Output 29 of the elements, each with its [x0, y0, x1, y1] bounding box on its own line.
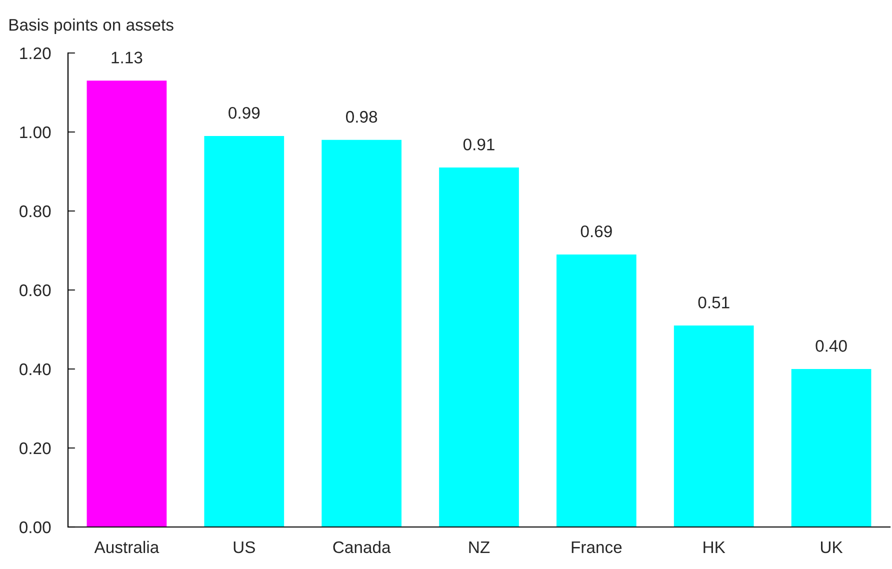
data-label: 0.91 — [463, 138, 494, 150]
bar — [204, 136, 284, 527]
bar — [322, 140, 402, 527]
x-tick-label: Australia — [94, 540, 160, 554]
x-tick-label: US — [234, 541, 255, 554]
x-tick-label: Canada — [333, 540, 391, 554]
bar — [86, 80, 167, 527]
x-tick-label: HK — [704, 542, 726, 553]
data-label: 0.51 — [698, 296, 730, 308]
x-tick-label: UK — [820, 542, 843, 554]
x-tick-label: France — [572, 542, 622, 554]
data-label: 0.40 — [816, 340, 847, 352]
x-tick-label: NZ — [469, 542, 490, 553]
y-tick-label: 0.80 — [20, 205, 51, 218]
data-label: 1.13 — [112, 52, 142, 64]
data-label: 0.69 — [580, 225, 612, 238]
bar — [674, 326, 754, 527]
y-axis-title: Basis points on assets — [10, 18, 174, 34]
bar — [439, 168, 519, 527]
data-label: 0.99 — [228, 106, 260, 119]
bar — [791, 369, 872, 527]
y-tick-label: 1.20 — [20, 47, 51, 60]
bar — [556, 254, 636, 527]
y-tick-label: 0.40 — [20, 363, 51, 376]
data-label: 0.98 — [346, 110, 378, 123]
y-tick-label: 0.60 — [20, 284, 51, 296]
y-tick-label: 1.00 — [20, 126, 51, 138]
y-tick-label: 0.00 — [20, 521, 51, 534]
y-tick-label: 0.20 — [20, 442, 51, 454]
